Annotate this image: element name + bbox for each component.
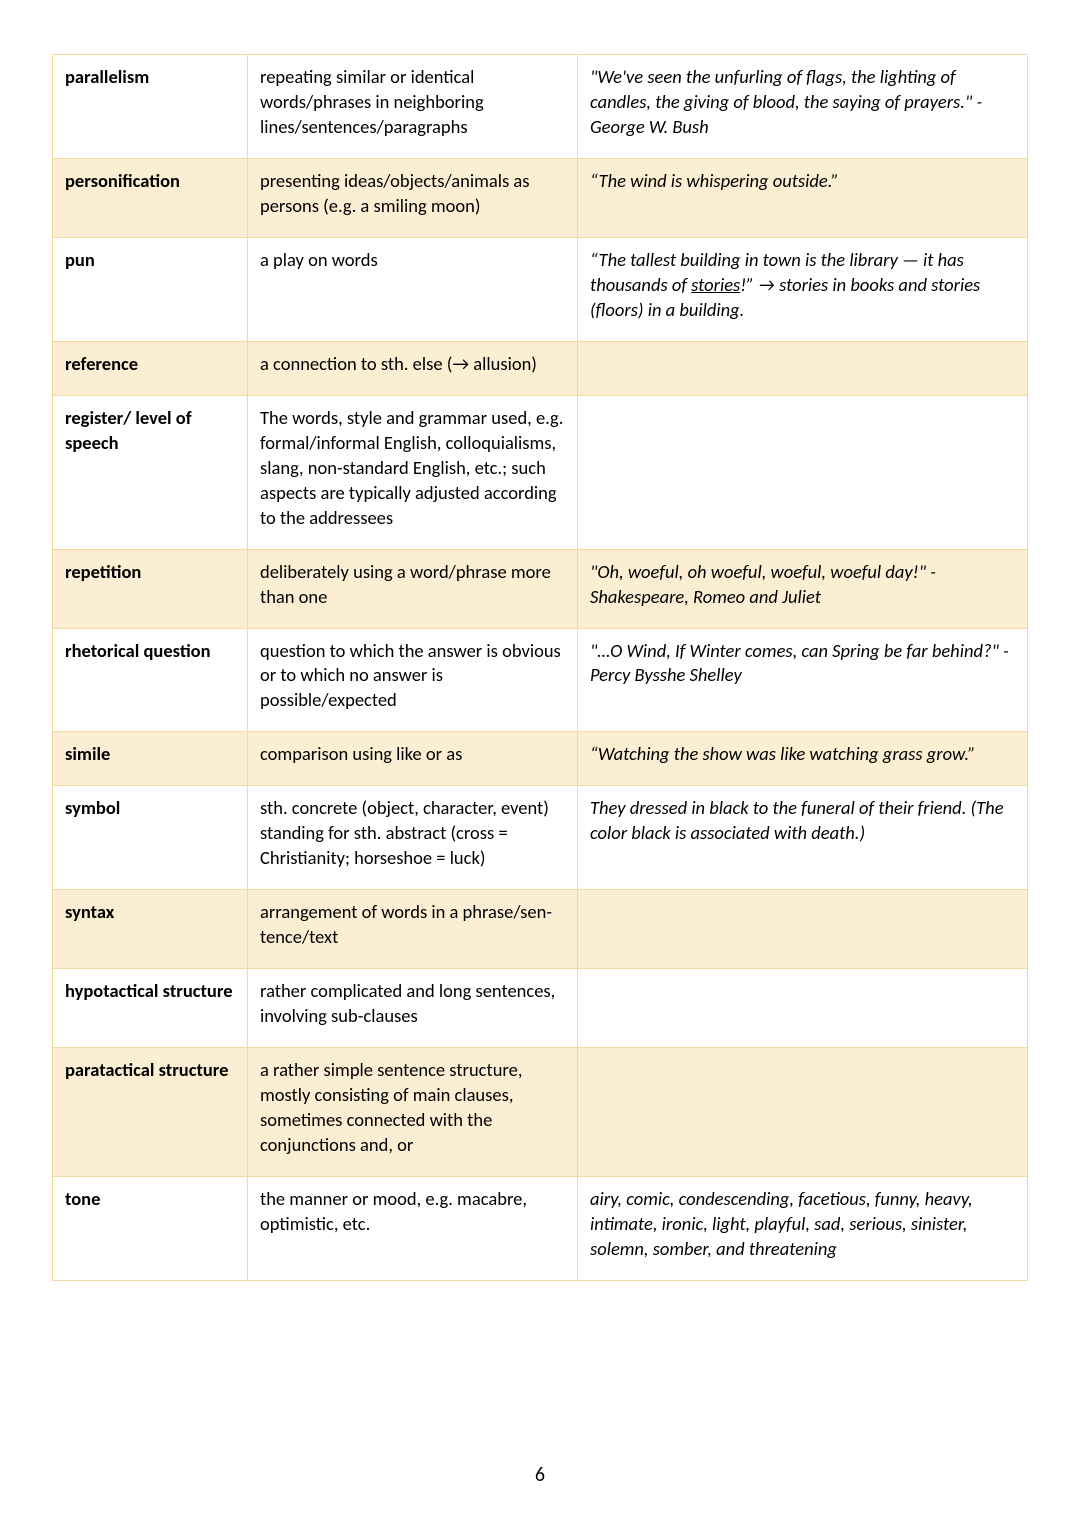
definition-cell: comparison using like or as [248, 732, 578, 786]
table-row: syntaxarrangement of words in a phrase/s… [53, 890, 1028, 969]
example-cell [578, 395, 1028, 549]
definition-cell: a play on words [248, 237, 578, 341]
definition-cell: rather complicated and long sentences, i… [248, 969, 578, 1048]
table-row: referencea connection to sth. else (→ al… [53, 341, 1028, 395]
term-cell: tone [53, 1177, 248, 1281]
table-row: tonethe manner or mood, e.g. macabre, op… [53, 1177, 1028, 1281]
example-cell: airy, comic, condescending, facetious, f… [578, 1177, 1028, 1281]
table-row: paratactical structurea rather simple se… [53, 1048, 1028, 1177]
term-cell: syntax [53, 890, 248, 969]
definition-cell: sth. concrete (object, character, event)… [248, 786, 578, 890]
definition-cell: question to which the answer is obvious … [248, 628, 578, 732]
example-cell: They dressed in black to the funeral of … [578, 786, 1028, 890]
example-cell [578, 1048, 1028, 1177]
example-cell: “The wind is whispering outside.” [578, 158, 1028, 237]
document-page: parallelismrepeating similar or identica… [0, 0, 1080, 1527]
term-cell: reference [53, 341, 248, 395]
definition-cell: a rather simple sentence structure, most… [248, 1048, 578, 1177]
table-row: repetitiondeliberately using a word/phra… [53, 549, 1028, 628]
definition-cell: arrangement of words in a phrase/sen­ten… [248, 890, 578, 969]
table-row: register/ level of speechThe words, styl… [53, 395, 1028, 549]
definition-cell: a connection to sth. else (→ allusion) [248, 341, 578, 395]
term-cell: symbol [53, 786, 248, 890]
term-cell: paratactical structure [53, 1048, 248, 1177]
table-row: symbolsth. concrete (object, character, … [53, 786, 1028, 890]
table-row: hypotactical structurerather complicated… [53, 969, 1028, 1048]
example-text-underlined: stories [691, 273, 740, 296]
term-cell: repetition [53, 549, 248, 628]
example-cell [578, 341, 1028, 395]
term-cell: register/ level of speech [53, 395, 248, 549]
definition-cell: deliberately using a word/phrase more th… [248, 549, 578, 628]
example-cell [578, 890, 1028, 969]
example-cell: "Oh, woeful, oh woeful, woeful, woeful d… [578, 549, 1028, 628]
definition-cell: the manner or mood, e.g. macabre, optimi… [248, 1177, 578, 1281]
table-row: similecomparison using like or as“Watchi… [53, 732, 1028, 786]
table-body: parallelismrepeating similar or identica… [53, 55, 1028, 1281]
table-row: personificationpresenting ideas/objects/… [53, 158, 1028, 237]
definition-cell: The words, style and grammar used, e.g. … [248, 395, 578, 549]
term-cell: personification [53, 158, 248, 237]
example-cell: “Watching the show was like watching gra… [578, 732, 1028, 786]
example-cell: "…O Wind, If Winter comes, can Spring be… [578, 628, 1028, 732]
example-cell: "We've seen the unfurling of flags, the … [578, 55, 1028, 159]
term-cell: simile [53, 732, 248, 786]
definition-cell: repeating similar or identical words/phr… [248, 55, 578, 159]
definition-cell: presenting ideas/objects/animals as pers… [248, 158, 578, 237]
term-cell: rhetorical question [53, 628, 248, 732]
example-cell: “The tallest building in town is the lib… [578, 237, 1028, 341]
page-number: 6 [0, 1463, 1080, 1487]
term-cell: pun [53, 237, 248, 341]
table-row: rhetorical questionquestion to which the… [53, 628, 1028, 732]
example-cell [578, 969, 1028, 1048]
table-row: parallelismrepeating similar or identica… [53, 55, 1028, 159]
term-cell: hypotactical structure [53, 969, 248, 1048]
table-row: puna play on words“The tallest building … [53, 237, 1028, 341]
term-cell: parallelism [53, 55, 248, 159]
glossary-table: parallelismrepeating similar or identica… [52, 54, 1028, 1281]
